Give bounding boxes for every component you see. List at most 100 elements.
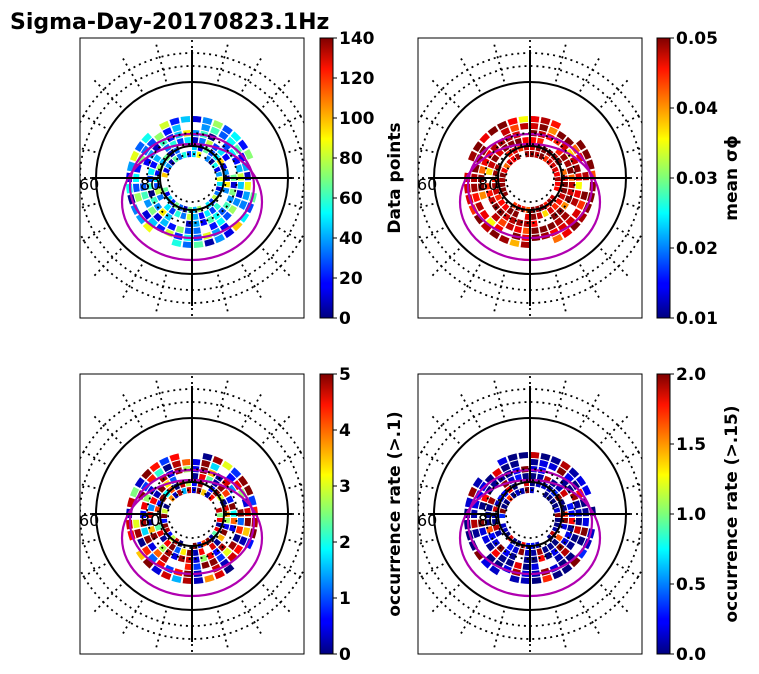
meridian-dotted — [278, 563, 304, 580]
data-bin — [147, 519, 154, 526]
data-bin — [148, 217, 158, 228]
data-bin — [159, 456, 170, 466]
data-bin — [547, 221, 556, 231]
data-bin — [472, 477, 483, 488]
data-bin — [503, 531, 511, 538]
data-bin — [500, 127, 511, 137]
meridian-dotted — [241, 264, 263, 300]
meridian-dotted — [288, 203, 304, 209]
meridian-dotted — [492, 42, 505, 82]
data-bin — [534, 151, 540, 159]
data-bin — [168, 207, 176, 215]
data-bin — [546, 494, 554, 502]
data-bin — [232, 197, 241, 207]
meridian-dotted — [626, 539, 642, 545]
data-bin — [239, 212, 250, 223]
data-bin — [209, 221, 218, 231]
data-bin — [228, 541, 237, 551]
data-bin — [530, 123, 539, 130]
polar-panel-4: 60 80 0.0 0.5 1.0 1.5 2.0 occurrence rate (>.15… — [417, 365, 742, 665]
data-bin — [193, 227, 201, 234]
data-bin — [215, 171, 223, 177]
data-bin — [499, 172, 507, 178]
data-bin — [554, 512, 561, 518]
data-bin — [213, 538, 222, 547]
data-bin — [553, 507, 561, 513]
data-bin — [564, 472, 574, 483]
figure-title: Sigma-Day-20170823.1Hz — [10, 10, 329, 35]
data-bin — [164, 212, 173, 221]
meridian-dotted — [288, 483, 304, 489]
data-bin — [230, 182, 237, 189]
data-bin — [577, 212, 588, 223]
meridian-dotted — [430, 78, 460, 108]
data-bin — [208, 542, 217, 551]
meridian-dotted — [430, 248, 460, 278]
meridian-dotted — [579, 392, 601, 428]
data-bin — [221, 489, 231, 498]
data-bin — [230, 518, 237, 525]
data-bin — [216, 518, 224, 523]
data-bin — [472, 528, 481, 539]
meridian-dotted — [278, 227, 304, 244]
data-bin — [176, 489, 183, 497]
data-bin — [153, 490, 162, 499]
meridian-dotted — [555, 378, 568, 418]
data-bin — [550, 547, 559, 557]
data-bin — [507, 117, 518, 126]
data-bin — [491, 154, 500, 163]
data-bin — [576, 200, 586, 210]
data-bin — [506, 207, 514, 215]
data-bin — [221, 478, 231, 488]
colorbar: 0 20 40 60 80 100 120 140 Data points — [319, 29, 405, 329]
meridian-dotted — [92, 414, 122, 444]
data-bin — [497, 198, 506, 207]
data-bin — [548, 462, 558, 472]
meridian-dotted — [154, 274, 167, 314]
colorbar: 0.01 0.02 0.03 0.04 0.05 mean σϕ — [656, 29, 742, 329]
colorbar-tick-label: 3 — [339, 477, 351, 497]
data-bin — [575, 182, 583, 190]
data-bin — [159, 534, 168, 543]
data-bin — [238, 475, 249, 487]
lat-label: 80 — [140, 511, 160, 530]
data-bin — [538, 152, 545, 160]
data-bin — [489, 565, 500, 576]
data-bin — [575, 173, 582, 181]
data-bin — [159, 554, 169, 563]
meridian-dotted — [579, 264, 601, 300]
data-bin — [213, 202, 222, 211]
data-bin — [518, 548, 525, 556]
data-bin — [171, 460, 182, 469]
meridian-dotted — [262, 248, 292, 278]
data-bin — [530, 116, 540, 123]
data-bin — [530, 137, 537, 144]
meridian-dotted — [616, 112, 642, 129]
data-bin — [193, 220, 200, 227]
data-bin — [161, 172, 169, 178]
data-bin — [154, 131, 165, 142]
meridian-dotted — [154, 42, 167, 82]
data-bin — [479, 209, 490, 220]
data-bin — [244, 149, 254, 160]
data-bin — [140, 183, 147, 191]
data-bin — [570, 556, 581, 568]
meridian-dotted — [121, 392, 143, 428]
meridian-dotted — [555, 42, 568, 82]
data-bin — [159, 494, 167, 502]
data-bin — [480, 558, 492, 569]
data-bin — [478, 183, 485, 191]
data-bin — [559, 142, 569, 152]
data-bin — [147, 167, 155, 176]
data-bin — [582, 149, 592, 160]
data-bin — [147, 183, 154, 190]
colorbar-label: occurrence rate (>.1) — [385, 411, 405, 616]
data-bin — [237, 509, 244, 517]
meridian-dotted — [121, 56, 143, 92]
data-bin — [570, 197, 579, 207]
data-bin — [531, 563, 539, 570]
data-bin — [566, 502, 574, 510]
meridian-dotted — [217, 274, 230, 314]
data-bin — [149, 461, 161, 472]
data-bin — [141, 527, 149, 536]
